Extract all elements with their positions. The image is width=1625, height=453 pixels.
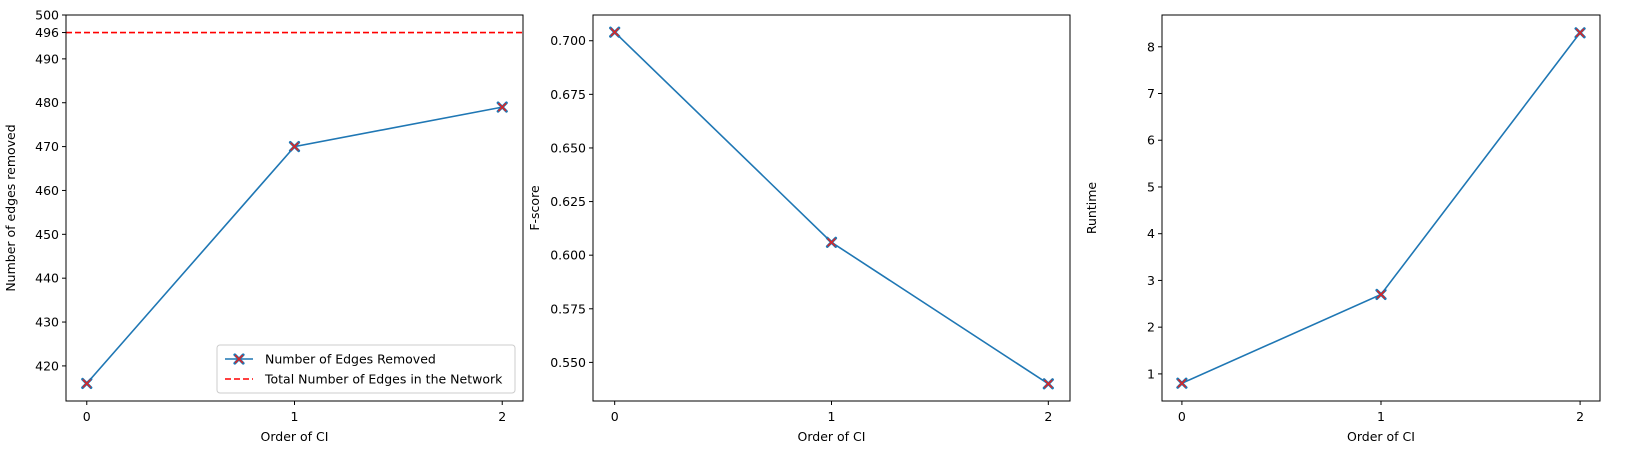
y-tick-label: 480 [35,95,59,110]
f-score-chart: 0 1 2 0.550 0.575 0.600 0.625 0.650 0.675 0.700 Or… [527,14,1071,444]
y-tick-label: 0.550 [550,355,586,370]
legend-box [216,344,516,394]
y-tick-label: 6 [1147,133,1155,148]
y-tick-label: 3 [1147,273,1155,288]
y-tick-label: 7 [1147,86,1155,101]
y-tick-label: 8 [1147,39,1155,54]
x-axis-label: Order of CI [1347,429,1415,444]
legend-marker [234,354,244,364]
data-point [1177,379,1187,388]
x-tick-label: 2 [1044,409,1052,424]
y-tick-label: 0.575 [550,301,586,316]
y-tick-label: 5 [1147,179,1155,194]
series-line [1181,32,1581,384]
y-tick-label: 496 [35,25,59,40]
plot-frame [1161,14,1601,402]
x-tick-label: 0 [1178,409,1186,424]
y-tick-label: 490 [35,51,59,66]
y-tick-label: 470 [35,139,59,154]
x-tick-label: 1 [291,409,299,424]
x-tick-label: 2 [498,409,506,424]
data-point [498,102,507,112]
y-tick-label: 0.600 [550,248,586,263]
x-tick-label: 0 [611,409,619,424]
y-axis-label: Runtime [1084,182,1099,235]
data-point [1376,290,1386,299]
y-tick-label: 0.700 [550,33,586,48]
y-tick-label: 0.675 [550,87,586,102]
x-axis-label: Order of CI [798,429,866,444]
y-axis-label: Number of edges removed [3,124,18,291]
y-tick-label: 0.625 [550,194,586,209]
y-tick-label: 1 [1147,366,1155,381]
plot-frame [592,14,1071,402]
x-axis-label: Order of CI [261,429,329,444]
y-tick-label: 440 [35,271,59,286]
series-line [614,31,1049,385]
x-tick-label: 0 [83,409,91,424]
y-tick-label: 460 [35,183,59,198]
x-tick-label: 2 [1576,409,1584,424]
runtime-chart: 0 1 2 1 2 3 4 5 6 7 8 Order of CI Runtime [1084,14,1601,444]
edges-removed-chart: 0 1 2 420 430 440 450 460 470 480 490 496 500 Order o… [3,8,524,444]
legend: Number of Edges Removed Total Number of E… [216,344,516,394]
y-tick-label: 450 [35,227,59,242]
x-tick-label: 1 [828,409,836,424]
data-point [827,238,836,247]
data-point [1575,28,1585,37]
y-tick-label: 4 [1147,226,1155,241]
y-tick-label: 500 [35,8,59,23]
y-axis-label: F-score [527,185,542,231]
y-tick-label: 2 [1147,320,1155,335]
plot-frame [65,14,524,402]
data-point [82,379,91,388]
data-point [1044,379,1053,389]
y-tick-label: 420 [35,358,59,373]
y-tick-label: 430 [35,315,59,330]
x-tick-label: 1 [1377,409,1385,424]
y-tick-label: 0.650 [550,140,586,155]
data-point [290,142,299,151]
data-point [610,27,619,37]
legend-label: Total Number of Edges in the Network [264,372,503,387]
legend-label: Number of Edges Removed [265,352,436,367]
